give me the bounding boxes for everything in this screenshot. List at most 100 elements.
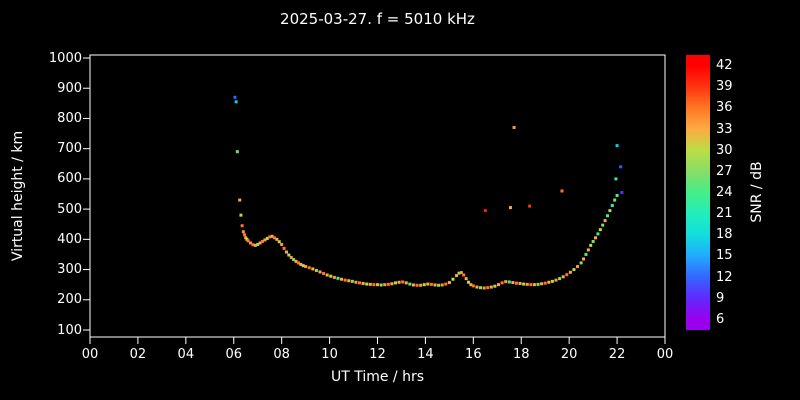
- data-point: [307, 266, 311, 270]
- data-point: [246, 239, 250, 243]
- data-point: [561, 275, 565, 279]
- data-point: [234, 100, 238, 104]
- colorbar-tick-label: 36: [716, 100, 733, 116]
- data-point: [284, 250, 288, 254]
- data-point: [304, 265, 308, 269]
- data-point: [429, 282, 433, 286]
- data-point: [598, 228, 602, 232]
- data-point: [603, 219, 607, 223]
- y-tick-label: 900: [57, 80, 82, 96]
- data-point: [619, 165, 623, 169]
- data-point: [589, 243, 593, 247]
- data-point: [318, 270, 322, 274]
- data-point: [471, 284, 475, 288]
- data-point: [358, 281, 362, 285]
- data-point: [401, 280, 405, 284]
- data-point: [511, 281, 515, 285]
- data-point: [455, 274, 459, 278]
- data-point: [584, 252, 588, 256]
- y-tick-label: 400: [57, 231, 82, 247]
- data-point: [459, 271, 463, 275]
- data-point: [263, 238, 267, 242]
- data-point: [529, 283, 533, 287]
- x-tick-label: 12: [369, 347, 386, 362]
- data-point: [579, 261, 583, 265]
- data-point: [256, 242, 260, 246]
- data-point: [554, 278, 558, 282]
- data-point: [467, 280, 471, 284]
- x-tick-label: 08: [273, 347, 290, 362]
- plot-border: [89, 54, 666, 338]
- data-point: [365, 282, 369, 286]
- data-point: [433, 283, 437, 287]
- data-point: [368, 282, 372, 286]
- data-point: [241, 230, 245, 234]
- data-point: [451, 277, 455, 281]
- data-point: [350, 279, 354, 283]
- data-point: [354, 280, 358, 284]
- data-point: [419, 283, 423, 287]
- data-point: [426, 282, 430, 286]
- data-point: [376, 283, 379, 287]
- data-point: [444, 282, 448, 286]
- y-tick-label: 100: [57, 322, 82, 338]
- x-tick-label: 18: [512, 347, 530, 362]
- data-point: [299, 262, 303, 266]
- data-point: [582, 257, 586, 261]
- data-point: [594, 236, 598, 240]
- data-point: [613, 198, 617, 202]
- data-point: [536, 282, 540, 286]
- data-point: [251, 243, 255, 247]
- data-point: [277, 240, 281, 244]
- y-tick-label: 700: [57, 141, 82, 157]
- data-point: [518, 281, 522, 285]
- data-point: [437, 283, 441, 287]
- colorbar-tick-label: 33: [716, 121, 733, 137]
- data-point: [343, 278, 347, 282]
- data-point: [608, 209, 612, 213]
- data-point: [390, 282, 394, 286]
- colorbar-tick-label: 30: [716, 142, 733, 158]
- data-point: [576, 265, 580, 269]
- x-tick-label: 14: [417, 347, 434, 362]
- data-point: [462, 273, 466, 277]
- data-point: [265, 236, 269, 240]
- data-point: [243, 233, 247, 237]
- y-tick-label: 600: [57, 171, 82, 187]
- data-point: [543, 281, 547, 285]
- data-point: [447, 281, 451, 285]
- data-point: [440, 283, 444, 287]
- data-point: [347, 279, 351, 283]
- data-point: [493, 284, 497, 288]
- data-point: [372, 283, 376, 287]
- data-point: [615, 194, 619, 198]
- x-tick-label: 00: [656, 347, 674, 362]
- data-point: [586, 248, 590, 252]
- data-point: [361, 281, 365, 285]
- y-axis-label: Virtual height / km: [10, 130, 26, 262]
- data-point: [261, 239, 264, 243]
- y-tick-label: 300: [57, 262, 82, 278]
- data-point: [475, 285, 479, 289]
- x-tick-label: 00: [81, 347, 99, 362]
- data-point: [245, 237, 249, 241]
- data-point: [514, 281, 518, 285]
- data-point: [393, 281, 397, 285]
- colorbar-tick-label: 6: [716, 311, 725, 327]
- data-point: [522, 282, 526, 286]
- colorbar-tick-label: 9: [716, 290, 725, 306]
- data-point: [233, 95, 237, 99]
- data-point: [379, 283, 383, 287]
- x-tick-label: 06: [225, 347, 243, 362]
- data-point: [482, 286, 486, 290]
- data-point: [336, 276, 340, 280]
- data-point: [258, 241, 262, 245]
- colorbar-tick-label: 18: [716, 227, 733, 243]
- data-point: [610, 203, 614, 207]
- colorbar-tick-label: 12: [716, 269, 733, 285]
- data-point: [572, 268, 576, 272]
- data-point: [408, 282, 412, 286]
- data-point: [268, 235, 272, 239]
- data-point: [500, 281, 504, 285]
- data-point: [620, 190, 624, 194]
